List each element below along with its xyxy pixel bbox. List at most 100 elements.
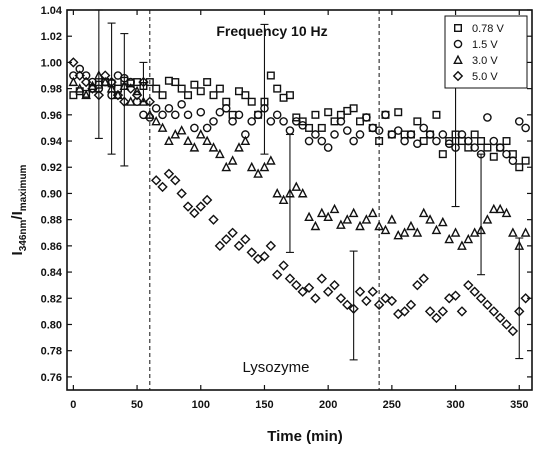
data-point-triangle xyxy=(501,207,512,218)
data-point-circle xyxy=(349,136,358,146)
data-point-square xyxy=(432,110,441,119)
data-point-circle xyxy=(451,143,460,152)
legend-marker-square xyxy=(454,24,463,33)
legend-marker-diamond xyxy=(452,70,464,82)
data-point-square xyxy=(203,78,212,87)
data-point-circle xyxy=(508,156,518,165)
data-point-triangle xyxy=(393,229,404,240)
data-point-triangle xyxy=(342,214,353,224)
data-point-square xyxy=(190,80,199,89)
series-triangle xyxy=(68,70,531,250)
data-point-square xyxy=(324,108,333,117)
data-point-triangle xyxy=(253,168,263,178)
data-point-circle xyxy=(81,71,91,80)
data-point-triangle xyxy=(361,214,372,224)
y-axis-title-base: I xyxy=(9,251,26,255)
data-point-diamond xyxy=(399,306,410,317)
data-point-diamond xyxy=(163,168,175,179)
legend-label: 5.0 V xyxy=(472,71,498,83)
data-point-diamond xyxy=(316,273,327,284)
data-point-circle xyxy=(221,103,231,113)
data-point-triangle xyxy=(425,214,435,224)
data-point-square xyxy=(483,143,492,152)
data-point-diamond xyxy=(424,306,436,317)
data-point-circle xyxy=(292,117,301,126)
data-point-circle xyxy=(234,110,244,120)
data-point-square xyxy=(266,71,275,80)
data-point-square xyxy=(234,87,243,96)
data-point-diamond xyxy=(278,260,289,271)
data-point-circle xyxy=(444,139,454,148)
data-point-circle xyxy=(336,117,346,126)
data-point-diamond xyxy=(373,299,385,311)
data-point-circle xyxy=(387,130,397,139)
data-point-circle xyxy=(196,107,206,117)
data-point-square xyxy=(171,78,180,87)
data-point-circle xyxy=(247,117,257,126)
data-point-diamond xyxy=(240,234,251,245)
y-axis-title-sub2: maximum xyxy=(18,164,29,211)
data-point-circle xyxy=(164,103,174,113)
data-point-circle xyxy=(374,126,384,135)
x-tick-label: 0 xyxy=(70,399,76,411)
data-point-circle xyxy=(476,149,486,159)
data-point-diamond xyxy=(342,299,353,311)
y-tick-label: 0.94 xyxy=(41,136,63,148)
data-point-diamond xyxy=(488,306,499,317)
data-point-triangle xyxy=(469,227,480,237)
data-point-circle xyxy=(183,110,193,120)
data-point-diamond xyxy=(214,240,226,252)
data-point-circle xyxy=(406,130,416,139)
data-point-square xyxy=(279,93,288,102)
data-point-triangle xyxy=(463,233,474,244)
data-point-diamond xyxy=(456,306,468,317)
data-point-diamond xyxy=(208,214,219,225)
y-tick-label: 1.02 xyxy=(41,31,62,43)
data-point-square xyxy=(164,76,173,85)
data-point-circle xyxy=(202,123,212,133)
data-point-diamond xyxy=(310,293,321,304)
series-diamond xyxy=(68,57,531,337)
data-point-diamond xyxy=(386,295,398,307)
y-tick-label: 0.88 xyxy=(41,215,62,227)
data-point-circle xyxy=(298,121,307,130)
data-point-diamond xyxy=(437,306,449,317)
data-point-triangle xyxy=(240,135,251,146)
data-point-triangle xyxy=(482,214,493,224)
data-point-circle xyxy=(151,103,161,113)
data-point-diamond xyxy=(68,57,79,68)
data-point-triangle xyxy=(278,194,289,205)
data-point-triangle xyxy=(310,220,321,231)
marker-lines xyxy=(149,10,380,390)
y-axis-ticks: 0.76 0.78 0.80 0.82 0.84 0.86 0.88 0.90 0.92 0.94… xyxy=(41,5,532,384)
data-point-triangle xyxy=(208,142,219,152)
data-point-diamond xyxy=(93,89,105,101)
data-point-circle xyxy=(514,117,524,126)
data-point-square xyxy=(184,91,193,100)
legend-label: 0.78 V xyxy=(472,23,504,35)
data-point-square xyxy=(285,91,294,100)
data-point-circle xyxy=(88,77,97,87)
data-point-diamond xyxy=(291,279,302,291)
data-point-circle xyxy=(266,117,276,126)
y-tick-label: 1.04 xyxy=(41,5,63,17)
data-point-triangle xyxy=(457,240,467,250)
data-point-circle xyxy=(438,130,448,139)
data-point-square xyxy=(502,137,511,146)
protein-annotation: Lysozyme xyxy=(243,359,310,376)
y-tick-label: 0.98 xyxy=(41,84,62,96)
data-point-circle xyxy=(470,143,479,152)
y-tick-label: 0.76 xyxy=(41,372,62,384)
data-point-circle xyxy=(170,110,180,120)
data-point-circle xyxy=(272,110,282,120)
legend-marker-triangle xyxy=(453,54,463,64)
data-point-diamond xyxy=(354,286,366,297)
data-point-diamond xyxy=(380,293,391,304)
data-point-diamond xyxy=(361,295,372,307)
data-point-circle xyxy=(126,77,135,87)
data-point-triangle xyxy=(355,220,365,231)
y-tick-label: 0.84 xyxy=(41,267,63,279)
data-point-diamond xyxy=(322,286,334,297)
data-point-diamond xyxy=(405,299,417,311)
data-point-triangle xyxy=(265,155,276,165)
